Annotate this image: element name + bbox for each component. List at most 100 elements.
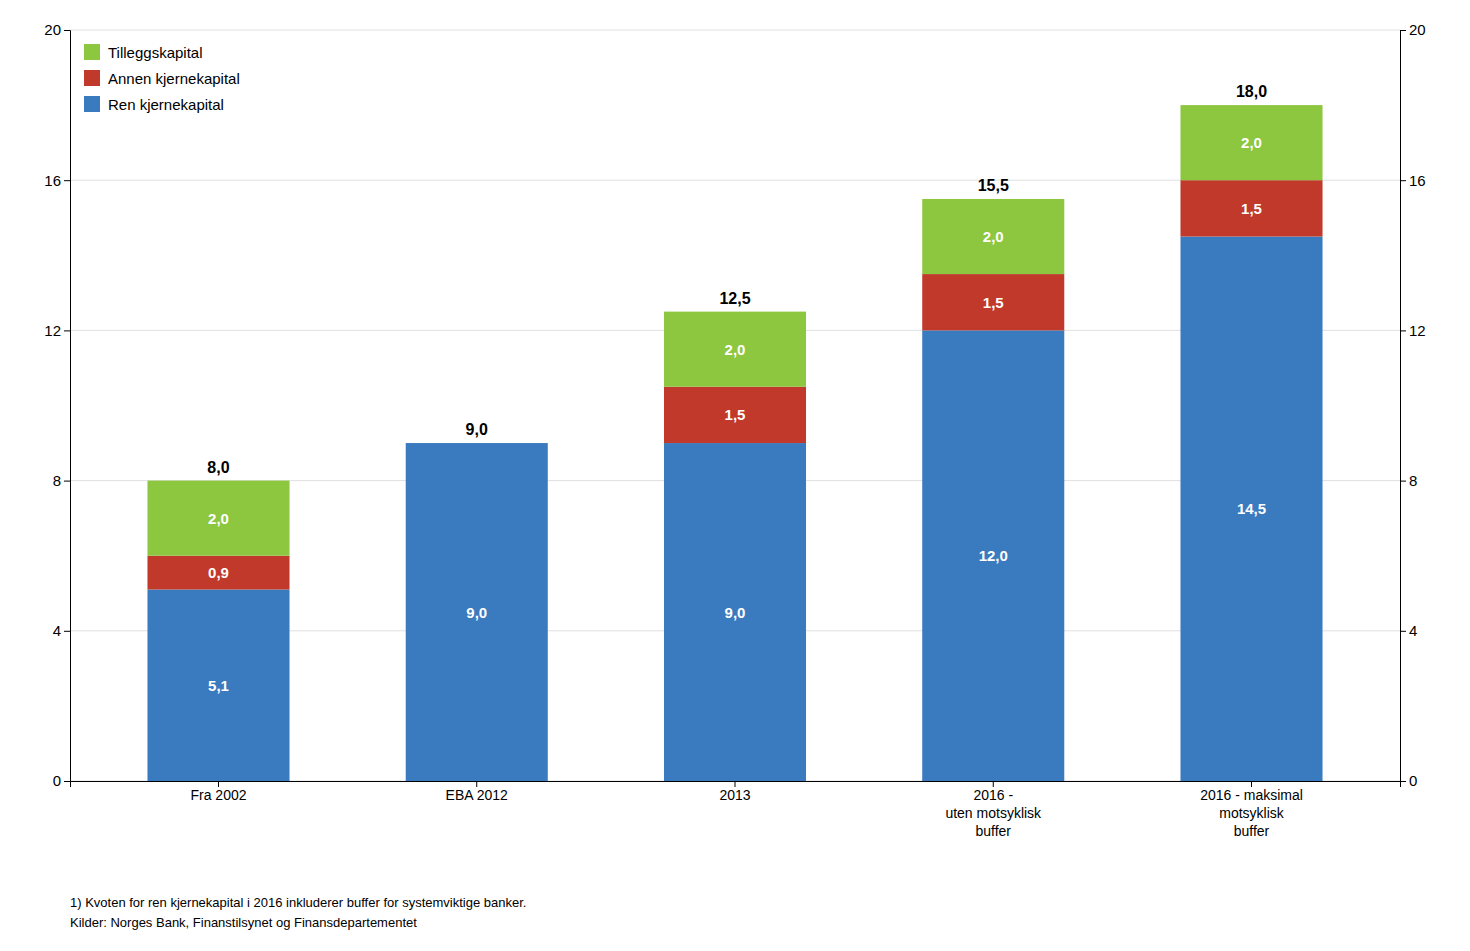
data-label: 14,5 [1237, 500, 1266, 517]
tick-mark [64, 330, 70, 331]
data-label: 2,0 [983, 228, 1004, 245]
tick-label: 20 [1409, 21, 1426, 38]
axis-line [1401, 31, 1407, 782]
chart: 5,1 9,0 9,0 12,0 14,5 0,9 1,5 1,5 1,5 2,0 2,0 2,0 2,… [0, 0, 1470, 951]
legend: Tilleggskapital Annen kjernekapital Ren kj… [84, 44, 240, 113]
tick: 0 [53, 772, 70, 789]
x-axis: Fra 2002 EBA 2012 2013 2016 -uten motsyklis… [71, 781, 1401, 839]
tick: 12 [44, 322, 70, 339]
tick: 2016 -uten motsykliskbuffer [945, 781, 1042, 839]
legend-label: Tilleggskapital [108, 44, 203, 61]
series [147, 105, 1322, 556]
bar-segment [147, 556, 289, 590]
bars [147, 105, 1322, 781]
data-labels: 5,1 9,0 9,0 12,0 14,5 0,9 1,5 1,5 1,5 2,0 2,0 2,0 2,… [207, 83, 1267, 694]
bar-segment [406, 443, 548, 781]
tick-label: 4 [53, 622, 61, 639]
bar-segment [922, 274, 1064, 330]
data-label: 9,0 [725, 604, 746, 621]
tick: 4 [53, 622, 70, 639]
total-label: 18,0 [1236, 83, 1267, 100]
total-label: 12,5 [719, 290, 750, 307]
bar-segment [664, 312, 806, 387]
bar-segment [406, 443, 548, 444]
data-label: 1,5 [1241, 200, 1262, 217]
tick-label: 2016 -uten motsykliskbuffer [945, 787, 1042, 839]
tick: Fra 2002 [190, 781, 246, 803]
y-axis: 0 4 8 12 16 20 [44, 21, 70, 789]
legend-item: Annen kjernekapital [84, 70, 240, 87]
tick: 4 [1400, 622, 1417, 639]
legend-label: Ren kjernekapital [108, 96, 224, 113]
bar-segment [147, 589, 289, 781]
data-label: 1,5 [983, 294, 1004, 311]
footnote: 1) Kvoten for ren kjernekapital i 2016 i… [70, 895, 526, 930]
tick: 8 [53, 472, 70, 489]
series [147, 237, 1322, 781]
tick-mark [64, 781, 70, 782]
data-label: 12,0 [979, 547, 1008, 564]
annotation: Kilder: Norges Bank, Finanstilsynet og F… [70, 915, 417, 930]
grid [70, 30, 1400, 781]
legend-item: Ren kjernekapital [84, 96, 224, 113]
tick-label: 4 [1409, 622, 1417, 639]
tick: 2013 [719, 781, 750, 803]
legend-item: Tilleggskapital [84, 44, 203, 61]
bar-segment [922, 199, 1064, 274]
plot: 5,1 9,0 9,0 12,0 14,5 0,9 1,5 1,5 1,5 2,0 2,0 2,0 2,… [44, 21, 1425, 839]
legend-swatch [84, 70, 100, 86]
axis-line [64, 31, 71, 782]
total-label: 9,0 [466, 421, 488, 438]
tick-mark [64, 30, 70, 31]
tick: 20 [44, 21, 70, 38]
tick-label: EBA 2012 [446, 787, 508, 803]
bar-segment [664, 387, 806, 443]
tick-mark [1400, 631, 1406, 632]
data-label: 0,9 [208, 564, 229, 581]
data-label: 5,1 [208, 677, 229, 694]
legend-swatch [84, 44, 100, 60]
tick-mark [64, 631, 70, 632]
tick-label: 16 [1409, 172, 1426, 189]
tick-label: 16 [44, 172, 61, 189]
tick-label: 12 [44, 322, 61, 339]
tick-mark [1400, 180, 1406, 181]
tick-label: 2013 [719, 787, 750, 803]
data-label: 2,0 [725, 341, 746, 358]
y2-axis: 0 4 8 12 16 20 [1400, 21, 1426, 789]
tick-label: Fra 2002 [190, 787, 246, 803]
tick: 16 [1400, 172, 1426, 189]
tick-label: 12 [1409, 322, 1426, 339]
tick-label: 2016 - maksimalmotsykliskbuffer [1200, 787, 1303, 839]
bar-segment [406, 443, 548, 444]
tick: EBA 2012 [446, 781, 508, 803]
series [147, 180, 1322, 589]
tick-label: 20 [44, 21, 61, 38]
data-label: 2,0 [208, 510, 229, 527]
legend-swatch [84, 96, 100, 112]
total-label: 8,0 [207, 459, 229, 476]
legend-label: Annen kjernekapital [108, 70, 240, 87]
tick-label: 0 [53, 772, 61, 789]
tick-label: 8 [1409, 472, 1417, 489]
bar-segment [664, 443, 806, 781]
tick-mark [1400, 330, 1406, 331]
tick: 20 [1400, 21, 1426, 38]
annotation: 1) Kvoten for ren kjernekapital i 2016 i… [70, 895, 526, 910]
tick: 2016 - maksimalmotsykliskbuffer [1200, 781, 1303, 839]
tick-mark [64, 180, 70, 181]
total-label: 15,5 [978, 177, 1009, 194]
tick-label: 8 [53, 472, 61, 489]
bar-segment [1180, 237, 1322, 781]
tick: 16 [44, 172, 70, 189]
grid-line [70, 30, 1400, 31]
tick: 8 [1400, 472, 1417, 489]
tick-mark [1400, 30, 1406, 31]
bar-segment [147, 481, 289, 556]
data-label: 2,0 [1241, 134, 1262, 151]
tick-label: 0 [1409, 772, 1417, 789]
bar-segment [1180, 105, 1322, 180]
tick: 0 [1400, 772, 1417, 789]
data-label: 1,5 [725, 406, 746, 423]
bar-segment [1180, 180, 1322, 236]
